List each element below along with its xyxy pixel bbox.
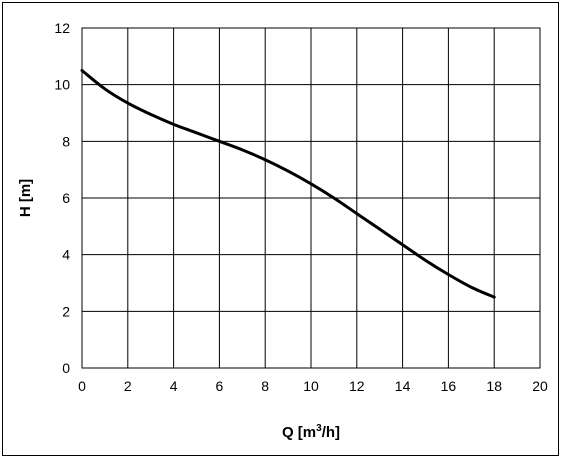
series-line-h-vs-q [80, 69, 496, 299]
x-axis-title-suffix: /h] [322, 424, 340, 441]
plot-area-border [81, 27, 541, 369]
x-axis-title-main: Q [m [282, 424, 316, 441]
y-tick-labels: 0 2 4 6 8 10 12 [54, 20, 70, 376]
x-axis-title-superscript: 3 [316, 423, 322, 434]
y-tick-label: 6 [62, 190, 70, 206]
y-axis-title: H [m] [17, 179, 34, 217]
y-tick-label: 12 [54, 20, 70, 36]
x-tick-label: 4 [170, 378, 178, 394]
x-axis-title: Q [m3/h] [282, 423, 340, 441]
x-tick-label: 2 [124, 378, 132, 394]
x-tick-labels: 0 2 4 6 8 10 12 14 16 18 20 [78, 378, 548, 394]
y-tick-label: 8 [62, 133, 70, 149]
x-tick-label: 18 [486, 378, 502, 394]
chart-frame [2, 2, 559, 456]
y-tick-label: 2 [62, 303, 70, 319]
y-tick-label: 10 [54, 77, 70, 93]
x-tick-label: 10 [303, 378, 319, 394]
x-tick-label: 14 [395, 378, 411, 394]
x-tick-label: 0 [78, 378, 86, 394]
y-tick-label: 4 [62, 247, 70, 263]
y-tick-label: 0 [62, 360, 70, 376]
x-tick-label: 12 [349, 378, 365, 394]
x-tick-label: 6 [216, 378, 224, 394]
x-tick-label: 20 [532, 378, 548, 394]
grid [81, 27, 541, 369]
x-tick-label: 16 [441, 378, 457, 394]
x-tick-label: 8 [261, 378, 269, 394]
